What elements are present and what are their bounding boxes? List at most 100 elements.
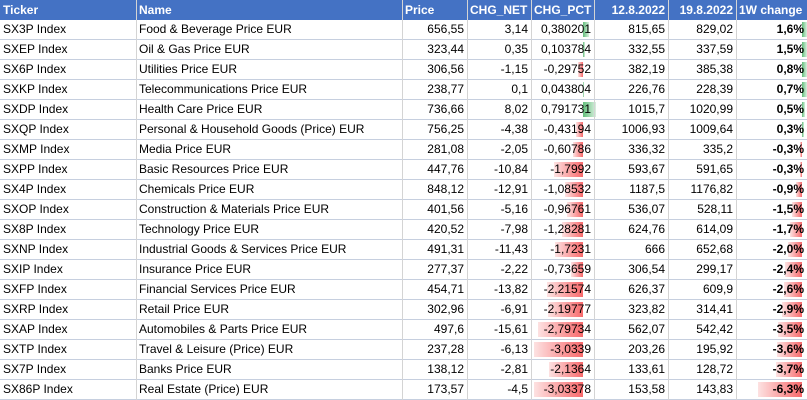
price-date-2-cell[interactable]: 614,09: [696, 222, 733, 236]
chg-pct-cell[interactable]: -2,21574: [543, 282, 591, 296]
price-date-1-cell[interactable]: 666: [644, 242, 665, 256]
chg-net-cell[interactable]: -4,5: [507, 382, 528, 396]
price-cell[interactable]: 237,28: [427, 342, 464, 356]
weekly-change-cell[interactable]: 0,8%: [776, 62, 804, 76]
weekly-change-cell[interactable]: -1,7%: [772, 222, 804, 236]
price-date-2-cell[interactable]: 228,39: [696, 82, 733, 96]
table-row[interactable]: SX86P Index Real Estate (Price) EUR 173,57…: [0, 380, 807, 400]
chg-pct-cell[interactable]: -0,73659: [543, 262, 591, 276]
price-date-2-cell[interactable]: 1009,64: [689, 122, 733, 136]
price-cell[interactable]: 238,77: [427, 82, 464, 96]
table-row[interactable]: SXOP Index Construction & Materials Price…: [0, 200, 807, 220]
price-date-1-cell[interactable]: 336,32: [628, 142, 665, 156]
ticker-cell[interactable]: SXTP Index: [3, 342, 67, 356]
table-row[interactable]: SX4P Index Chemicals Price EUR 848,12 -12,9…: [0, 180, 807, 200]
ticker-cell[interactable]: SXQP Index: [3, 122, 69, 136]
table-row[interactable]: SX7P Index Banks Price EUR 138,12 -2,81 -2,1…: [0, 360, 807, 380]
weekly-change-cell[interactable]: -3,7%: [772, 362, 804, 376]
weekly-change-cell[interactable]: -1,5%: [772, 202, 804, 216]
chg-pct-cell[interactable]: 0,043804: [540, 82, 591, 96]
ticker-cell[interactable]: SXDP Index: [3, 102, 69, 116]
price-cell[interactable]: 277,37: [427, 262, 464, 276]
table-row[interactable]: SXQP Index Personal & Household Goods (Pr…: [0, 120, 807, 140]
price-date-2-cell[interactable]: 195,92: [696, 342, 733, 356]
ticker-cell[interactable]: SXNP Index: [3, 242, 69, 256]
chg-net-cell[interactable]: -10,84: [493, 162, 528, 176]
header-name[interactable]: Name: [139, 3, 172, 17]
table-row[interactable]: SXTP Index Travel & Leisure (Price) EUR 23…: [0, 340, 807, 360]
ticker-cell[interactable]: SXAP Index: [3, 322, 68, 336]
chg-net-cell[interactable]: -2,05: [500, 142, 528, 156]
price-date-2-cell[interactable]: 299,17: [696, 262, 733, 276]
price-date-2-cell[interactable]: 335,2: [702, 142, 733, 156]
name-cell[interactable]: Telecommunications Price EUR: [139, 82, 308, 96]
table-row[interactable]: SXAP Index Automobiles & Parts Price EUR 4…: [0, 320, 807, 340]
weekly-change-cell[interactable]: -0,9%: [772, 182, 804, 196]
price-date-1-cell[interactable]: 226,76: [628, 82, 665, 96]
price-cell[interactable]: 756,25: [427, 122, 464, 136]
weekly-change-cell[interactable]: -2,0%: [772, 242, 804, 256]
chg-net-cell[interactable]: -1,15: [500, 62, 528, 76]
chg-pct-cell[interactable]: -2,19777: [543, 302, 591, 316]
table-row[interactable]: SXKP Index Telecommunications Price EUR 23…: [0, 80, 807, 100]
price-date-2-cell[interactable]: 337,59: [696, 42, 733, 56]
chg-pct-cell[interactable]: -0,60786: [543, 142, 591, 156]
chg-net-cell[interactable]: -4,38: [500, 122, 528, 136]
price-date-2-cell[interactable]: 143,83: [696, 382, 733, 396]
table-row[interactable]: SXMP Index Media Price EUR 281,08 -2,05 -0,6…: [0, 140, 807, 160]
price-cell[interactable]: 497,6: [433, 322, 464, 336]
weekly-change-cell[interactable]: 1,6%: [776, 22, 804, 36]
ticker-cell[interactable]: SX4P Index: [3, 182, 67, 196]
price-cell[interactable]: 281,08: [427, 142, 464, 156]
name-cell[interactable]: Basic Resources Price EUR: [139, 162, 289, 176]
weekly-change-cell[interactable]: -2,4%: [772, 262, 804, 276]
ticker-cell[interactable]: SX8P Index: [3, 222, 67, 236]
chg-net-cell[interactable]: -12,91: [493, 182, 528, 196]
price-date-2-cell[interactable]: 385,38: [696, 62, 733, 76]
chg-net-cell[interactable]: -7,98: [500, 222, 528, 236]
header-date-1[interactable]: 12.8.2022: [611, 3, 665, 17]
table-row[interactable]: SX6P Index Utilities Price EUR 306,56 -1,15…: [0, 60, 807, 80]
price-date-1-cell[interactable]: 626,37: [628, 282, 665, 296]
price-cell[interactable]: 138,12: [427, 362, 464, 376]
name-cell[interactable]: Real Estate (Price) EUR: [139, 382, 269, 396]
price-cell[interactable]: 323,44: [427, 42, 464, 56]
price-date-1-cell[interactable]: 815,65: [628, 22, 665, 36]
ticker-cell[interactable]: SXIP Index: [3, 262, 63, 276]
price-date-1-cell[interactable]: 133,61: [628, 362, 665, 376]
table-row[interactable]: SXEP Index Oil & Gas Price EUR 323,44 0,35 0…: [0, 40, 807, 60]
header-chg-pct[interactable]: CHG_PCT: [534, 3, 592, 17]
name-cell[interactable]: Oil & Gas Price EUR: [139, 42, 250, 56]
price-date-1-cell[interactable]: 562,07: [628, 322, 665, 336]
price-date-2-cell[interactable]: 314,41: [696, 302, 733, 316]
price-date-2-cell[interactable]: 652,68: [696, 242, 733, 256]
chg-net-cell[interactable]: 0,35: [504, 42, 528, 56]
price-cell[interactable]: 420,52: [427, 222, 464, 236]
chg-net-cell[interactable]: 8,02: [504, 102, 528, 116]
ticker-cell[interactable]: SX6P Index: [3, 62, 67, 76]
chg-pct-cell[interactable]: 0,103784: [540, 42, 591, 56]
chg-pct-cell[interactable]: -1,28281: [543, 222, 591, 236]
price-date-1-cell[interactable]: 203,26: [628, 342, 665, 356]
name-cell[interactable]: Automobiles & Parts Price EUR: [139, 322, 308, 336]
price-date-2-cell[interactable]: 829,02: [696, 22, 733, 36]
price-cell[interactable]: 173,57: [427, 382, 464, 396]
chg-pct-cell[interactable]: -2,1364: [550, 362, 591, 376]
price-date-2-cell[interactable]: 1176,82: [690, 182, 734, 196]
chg-net-cell[interactable]: -15,61: [493, 322, 528, 336]
price-date-1-cell[interactable]: 382,19: [628, 62, 665, 76]
ticker-cell[interactable]: SXOP Index: [3, 202, 69, 216]
weekly-change-cell[interactable]: -0,3%: [772, 162, 804, 176]
price-cell[interactable]: 848,12: [427, 182, 464, 196]
price-cell[interactable]: 656,55: [427, 22, 464, 36]
ticker-cell[interactable]: SXKP Index: [3, 82, 68, 96]
weekly-change-cell[interactable]: -2,6%: [772, 282, 804, 296]
price-date-1-cell[interactable]: 624,76: [628, 222, 665, 236]
price-date-2-cell[interactable]: 591,65: [696, 162, 733, 176]
table-row[interactable]: SXIP Index Insurance Price EUR 277,37 -2,22…: [0, 260, 807, 280]
table-row[interactable]: SX8P Index Technology Price EUR 420,52 -7,9…: [0, 220, 807, 240]
weekly-change-cell[interactable]: -3,6%: [772, 342, 804, 356]
weekly-change-cell[interactable]: 0,7%: [776, 82, 804, 96]
name-cell[interactable]: Travel & Leisure (Price) EUR: [139, 342, 294, 356]
price-date-1-cell[interactable]: 593,67: [628, 162, 665, 176]
